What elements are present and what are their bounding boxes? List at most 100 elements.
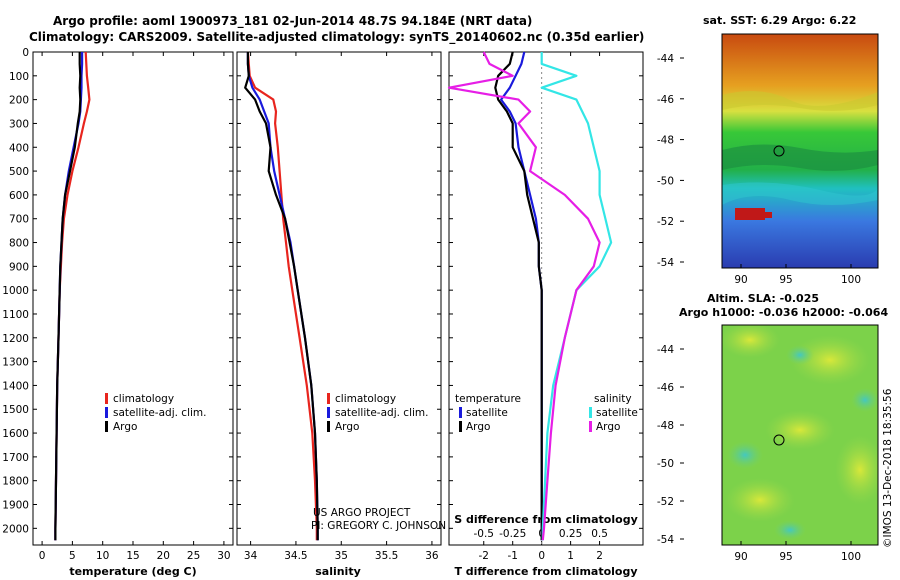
depth-tick-label: 1000 <box>2 285 29 297</box>
map-lon-label: 100 <box>841 274 861 286</box>
series-line-temperature-satellite <box>500 51 543 541</box>
sst-map-title: sat. SST: 6.29 Argo: 6.22 <box>703 14 856 27</box>
s-diff-tick-label: 0.25 <box>559 528 582 540</box>
plot-frame-2 <box>448 51 644 546</box>
legend-label: Argo <box>335 421 359 433</box>
sst-warm-anomaly <box>735 208 765 220</box>
legend-label: Argo <box>596 421 620 433</box>
header-line-2: Climatology: CARS2009. Satellite-adjuste… <box>29 30 644 45</box>
legend-swatch <box>327 393 330 404</box>
map-lat-label: -48 <box>657 135 674 147</box>
x-tick-label: 15 <box>126 550 139 562</box>
legend-label: climatology <box>335 393 396 405</box>
map-lon-label: 90 <box>734 274 747 286</box>
depth-tick-label: 0 <box>22 47 29 59</box>
legend-label: climatology <box>113 393 174 405</box>
x-tick-label: 0 <box>538 550 545 562</box>
legend-swatch <box>105 421 108 432</box>
depth-tick-label: 300 <box>9 118 29 130</box>
x-tick-label: 25 <box>187 550 200 562</box>
x-tick-label: 30 <box>217 550 230 562</box>
x-tick-label: 35.5 <box>375 550 398 562</box>
legend-swatch <box>459 421 462 432</box>
x-tick-label: 20 <box>157 550 170 562</box>
depth-tick-label: 1700 <box>2 452 29 464</box>
map-lon-label: 90 <box>734 551 747 563</box>
depth-tick-label: 800 <box>9 238 29 250</box>
depth-tick-label: 1800 <box>2 476 29 488</box>
depth-tick-label: 1400 <box>2 380 29 392</box>
legend-label: Argo <box>113 421 137 433</box>
map-lat-label: -48 <box>657 420 674 432</box>
credit-line-1: US ARGO PROJECT <box>313 507 411 519</box>
map-lat-label: -44 <box>657 53 674 65</box>
legend-swatch <box>459 407 462 418</box>
depth-tick-label: 2000 <box>2 523 29 535</box>
x-tick-label: 36 <box>425 550 439 562</box>
credit-line-2: PI: GREGORY C. JOHNSON <box>311 520 446 532</box>
x-axis-label: T difference from climatology <box>454 565 637 578</box>
depth-tick-label: 900 <box>9 261 29 273</box>
x-tick-label: 1 <box>567 550 574 562</box>
series-line-salinity-satellite <box>540 52 613 541</box>
x-tick-label: 35 <box>335 550 348 562</box>
s-diff-tick-label: -0.25 <box>499 528 526 540</box>
map-lon-label: 100 <box>841 551 861 563</box>
series-line-satellite-adj-clim- <box>246 52 319 541</box>
x-axis-label: salinity <box>315 565 361 578</box>
depth-tick-label: 500 <box>9 166 29 178</box>
s-diff-axis-label: S difference from climatology <box>454 513 638 526</box>
map-lat-label: -50 <box>657 458 674 470</box>
imos-timestamp: ©IMOS 13-Dec-2018 18:35:56 <box>882 388 894 548</box>
depth-tick-label: 1300 <box>2 357 29 369</box>
map-lon-label: 95 <box>779 274 792 286</box>
sst-argo-position-marker <box>773 145 785 157</box>
legend-swatch <box>327 421 330 432</box>
legend-title-temperature: temperature <box>455 393 521 405</box>
legend-swatch <box>589 407 592 418</box>
map-lat-label: -54 <box>657 257 674 269</box>
x-tick-label: 0 <box>39 550 46 562</box>
legend-swatch <box>327 407 330 418</box>
legend-swatch <box>589 421 592 432</box>
legend-label: satellite-adj. clim. <box>113 407 206 419</box>
legend-title-salinity: salinity <box>594 393 632 405</box>
map-lat-label: -50 <box>657 175 674 187</box>
depth-tick-label: 400 <box>9 142 29 154</box>
depth-tick-label: 1500 <box>2 404 29 416</box>
map-lat-label: -46 <box>657 94 674 106</box>
legend-swatch <box>105 393 108 404</box>
depth-tick-label: 100 <box>9 71 29 83</box>
x-tick-label: -2 <box>479 550 489 562</box>
x-tick-label: 34 <box>244 550 258 562</box>
sst-map: -44 -46 -48 -50 -52 -54 90 95 100 <box>657 33 879 286</box>
depth-tick-label: 1100 <box>2 309 29 321</box>
map-lat-label: -52 <box>657 496 674 508</box>
map-lat-label: -44 <box>657 344 674 356</box>
s-diff-tick-label: 0.5 <box>591 528 608 540</box>
sla-argo-position-marker <box>773 434 785 446</box>
series-line-climatology <box>246 51 318 541</box>
temperature-profile-panel: 0100200300400500600700800900100011001200… <box>2 47 234 578</box>
legend-label: Argo <box>466 421 490 433</box>
depth-tick-label: 1200 <box>2 333 29 345</box>
x-tick-label: 34.5 <box>284 550 307 562</box>
series-line-argo <box>244 52 319 541</box>
depth-tick-label: 1900 <box>2 500 29 512</box>
map-lat-label: -46 <box>657 382 674 394</box>
map-lat-label: -54 <box>657 534 674 546</box>
legend-label: satellite <box>466 407 508 419</box>
sla-map-title-1: Altim. SLA: -0.025 <box>707 292 819 305</box>
depth-tick-label: 1600 <box>2 428 29 440</box>
plot-frame-0 <box>32 51 234 546</box>
map-lat-label: -52 <box>657 216 674 228</box>
series-line-temperature-argo <box>494 51 543 541</box>
depth-tick-label: 700 <box>9 214 29 226</box>
sla-map-title-2: Argo h1000: -0.036 h2000: -0.064 <box>679 306 888 319</box>
sla-map: -44 -46 -48 -50 -52 -54 90 95 100 <box>657 324 879 563</box>
legend-label: satellite-adj. clim. <box>335 407 428 419</box>
x-tick-label: 10 <box>96 550 109 562</box>
difference-profile-panel: -2 -1 0 1 2 T difference from climatology -0.5… <box>447 51 644 578</box>
plot-frame-1 <box>236 51 442 546</box>
